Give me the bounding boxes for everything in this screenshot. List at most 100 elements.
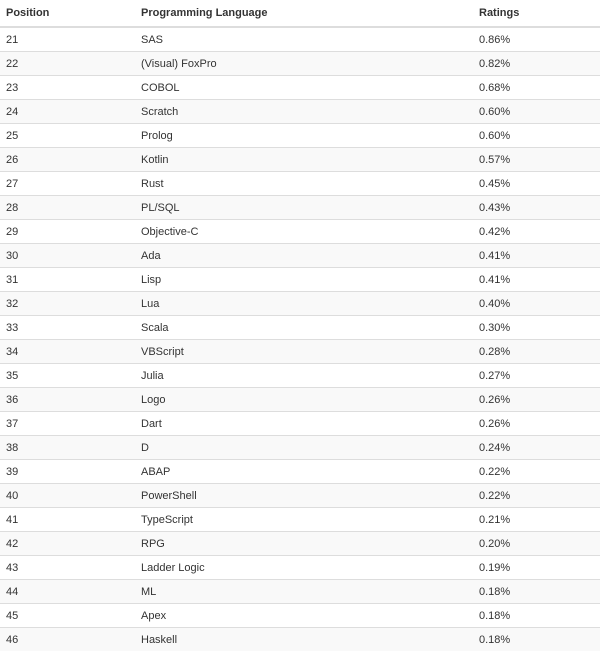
position-cell: 26 xyxy=(0,148,135,172)
rating-cell: 0.21% xyxy=(473,508,600,532)
rating-cell: 0.18% xyxy=(473,604,600,628)
rating-cell: 0.82% xyxy=(473,52,600,76)
rating-cell: 0.26% xyxy=(473,412,600,436)
position-cell: 27 xyxy=(0,172,135,196)
language-cell: Logo xyxy=(135,388,473,412)
language-cell: Lua xyxy=(135,292,473,316)
position-cell: 24 xyxy=(0,100,135,124)
language-cell: RPG xyxy=(135,532,473,556)
rating-cell: 0.18% xyxy=(473,580,600,604)
header-cell: Ratings xyxy=(473,0,600,27)
position-cell: 22 xyxy=(0,52,135,76)
language-cell: SAS xyxy=(135,27,473,52)
position-cell: 34 xyxy=(0,340,135,364)
rating-cell: 0.22% xyxy=(473,460,600,484)
language-cell: Ada xyxy=(135,244,473,268)
rating-cell: 0.40% xyxy=(473,292,600,316)
language-cell: Objective-C xyxy=(135,220,473,244)
language-cell: Scratch xyxy=(135,100,473,124)
rating-cell: 0.18% xyxy=(473,628,600,651)
position-cell: 44 xyxy=(0,580,135,604)
rating-cell: 0.86% xyxy=(473,27,600,52)
rating-cell: 0.30% xyxy=(473,316,600,340)
position-cell: 21 xyxy=(0,27,135,52)
position-cell: 25 xyxy=(0,124,135,148)
rating-cell: 0.19% xyxy=(473,556,600,580)
rating-cell: 0.27% xyxy=(473,364,600,388)
language-cell: Dart xyxy=(135,412,473,436)
position-cell: 31 xyxy=(0,268,135,292)
language-cell: Julia xyxy=(135,364,473,388)
position-cell: 41 xyxy=(0,508,135,532)
rating-cell: 0.26% xyxy=(473,388,600,412)
language-cell: PL/SQL xyxy=(135,196,473,220)
position-cell: 45 xyxy=(0,604,135,628)
rating-cell: 0.45% xyxy=(473,172,600,196)
rating-cell: 0.60% xyxy=(473,100,600,124)
rating-cell: 0.22% xyxy=(473,484,600,508)
position-cell: 43 xyxy=(0,556,135,580)
position-cell: 38 xyxy=(0,436,135,460)
rating-cell: 0.57% xyxy=(473,148,600,172)
language-cell: Kotlin xyxy=(135,148,473,172)
language-cell: Haskell xyxy=(135,628,473,651)
language-cell: (Visual) FoxPro xyxy=(135,52,473,76)
language-cell: ABAP xyxy=(135,460,473,484)
rating-cell: 0.43% xyxy=(473,196,600,220)
language-cell: TypeScript xyxy=(135,508,473,532)
language-cell: D xyxy=(135,436,473,460)
rating-cell: 0.42% xyxy=(473,220,600,244)
language-cell: Ladder Logic xyxy=(135,556,473,580)
position-cell: 37 xyxy=(0,412,135,436)
position-cell: 29 xyxy=(0,220,135,244)
position-cell: 33 xyxy=(0,316,135,340)
header-cell: Programming Language xyxy=(135,0,473,27)
rating-cell: 0.20% xyxy=(473,532,600,556)
position-cell: 39 xyxy=(0,460,135,484)
language-cell: Lisp xyxy=(135,268,473,292)
language-cell: Prolog xyxy=(135,124,473,148)
position-cell: 30 xyxy=(0,244,135,268)
position-cell: 36 xyxy=(0,388,135,412)
position-cell: 40 xyxy=(0,484,135,508)
language-cell: Scala xyxy=(135,316,473,340)
rating-cell: 0.41% xyxy=(473,244,600,268)
rating-cell: 0.68% xyxy=(473,76,600,100)
language-cell: COBOL xyxy=(135,76,473,100)
position-cell: 32 xyxy=(0,292,135,316)
position-cell: 46 xyxy=(0,628,135,651)
language-cell: Rust xyxy=(135,172,473,196)
rating-cell: 0.60% xyxy=(473,124,600,148)
rating-cell: 0.41% xyxy=(473,268,600,292)
language-cell: PowerShell xyxy=(135,484,473,508)
position-cell: 23 xyxy=(0,76,135,100)
position-cell: 35 xyxy=(0,364,135,388)
